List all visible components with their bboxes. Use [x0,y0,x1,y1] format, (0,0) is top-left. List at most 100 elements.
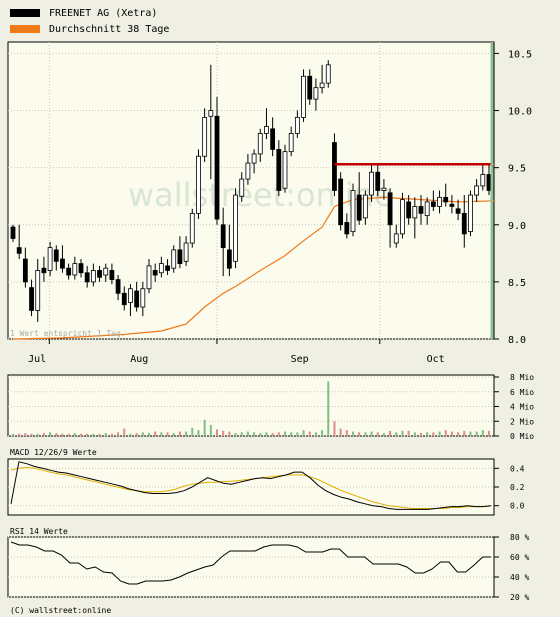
y-tick-label: 0.2 [510,483,525,492]
macd-grid [8,467,494,507]
y-tick-label: 9.5 [508,164,526,175]
y-tick-label: 8.5 [508,278,526,289]
volume-bar [327,381,330,436]
volume-bar [117,432,120,436]
rsi-grid [8,536,494,598]
volume-bar [475,431,478,436]
volume-bar [209,424,212,436]
y-tick-label: 80 % [510,533,529,542]
candle-body [121,292,127,306]
volume-bar [86,433,89,436]
volume-bar [67,433,70,436]
volume-bar [370,431,373,436]
y-tick-label: 6 Mio [510,388,534,397]
candle-body [202,116,208,157]
volume-bar [129,433,132,436]
candle-body [78,263,84,274]
legend-label-sma: Durchschnitt 38 Tage [49,24,169,35]
candle-body [400,199,405,235]
candle-body [97,270,102,278]
volume-bar [148,433,150,436]
candle-body [437,196,442,207]
y-tick-label: 9.0 [508,221,526,232]
volume-bar [401,430,404,436]
candle-body [47,247,53,271]
y-tick-label: 10.0 [508,107,532,118]
candle-body [412,206,418,219]
candle-body [486,174,492,191]
candle-body [128,288,133,303]
volume-bar [49,432,52,436]
volume-bar [420,433,422,436]
volume-bar [444,430,447,436]
candle-body [418,206,424,214]
volume-bar [382,433,385,436]
candle-body [387,192,393,226]
note-text: 1 Wert entspricht 1 Tag. [10,329,126,338]
candle-body [66,267,72,276]
candle-body [72,263,78,276]
volume-bar [265,432,268,436]
price-x-axis: Jul Aug Sep Oct [28,339,445,365]
volume-bar [314,432,317,436]
volume-bar [481,430,484,436]
y-tick-label: 10.5 [508,49,532,60]
candle-body [165,265,170,271]
macd-title: MACD 12/26/9 Werte [10,448,97,457]
macd-y-axis: 0.4 0.2 0.0 [494,464,525,511]
candle-body [53,249,59,262]
candle-body [313,87,319,100]
volume-bar [438,431,441,436]
candle-body [214,115,220,220]
rsi-title: RSI 14 Werte [10,527,68,536]
candle-body [158,263,164,274]
candle-body [16,247,22,254]
volume-bar [141,432,144,436]
candle-body [226,249,232,269]
candle-body [406,201,412,219]
candle-body [270,128,276,150]
volume-bar [42,433,45,436]
volume-bar [376,432,379,436]
candle-body [171,249,177,269]
candle-body [461,212,467,235]
candle-body [257,132,263,155]
volume-bar [271,433,274,436]
candle-body [251,153,257,164]
candle-body [264,126,269,134]
candle-body [307,75,313,100]
volume-bar [18,433,21,436]
candle-body [22,258,28,283]
price-y-axis: 10.5 10.0 9.5 9.0 8.5 8.0 [494,49,532,346]
volume-bar [395,432,398,436]
macd-lines [10,461,492,510]
candle-body [455,208,461,214]
legend-swatch-price [10,9,40,17]
volume-bars [12,381,490,436]
volume-bar [339,428,342,436]
volume-bar [469,431,472,436]
macd-series [10,461,492,510]
volume-bar [36,433,39,436]
candle-body [319,82,325,89]
volume-bar [228,431,231,436]
volume-bar [246,431,249,436]
volume-bar [333,421,336,436]
volume-bar [55,433,58,436]
candle-body [220,224,226,249]
candle-body [152,270,158,276]
volume-bar [345,430,348,436]
y-tick-label: 20 % [510,593,529,602]
rsi-y-axis: 80 % 60 % 40 % 20 % [494,533,529,602]
volume-bar [259,433,262,436]
candle-body [430,201,436,207]
volume-bar [284,431,286,436]
volume-bar [172,433,175,436]
candle-body [245,162,251,180]
candle-body [294,116,300,134]
candle-body [338,178,344,226]
candle-body [115,279,121,294]
volume-bar [135,433,138,436]
candle-body [375,171,381,191]
